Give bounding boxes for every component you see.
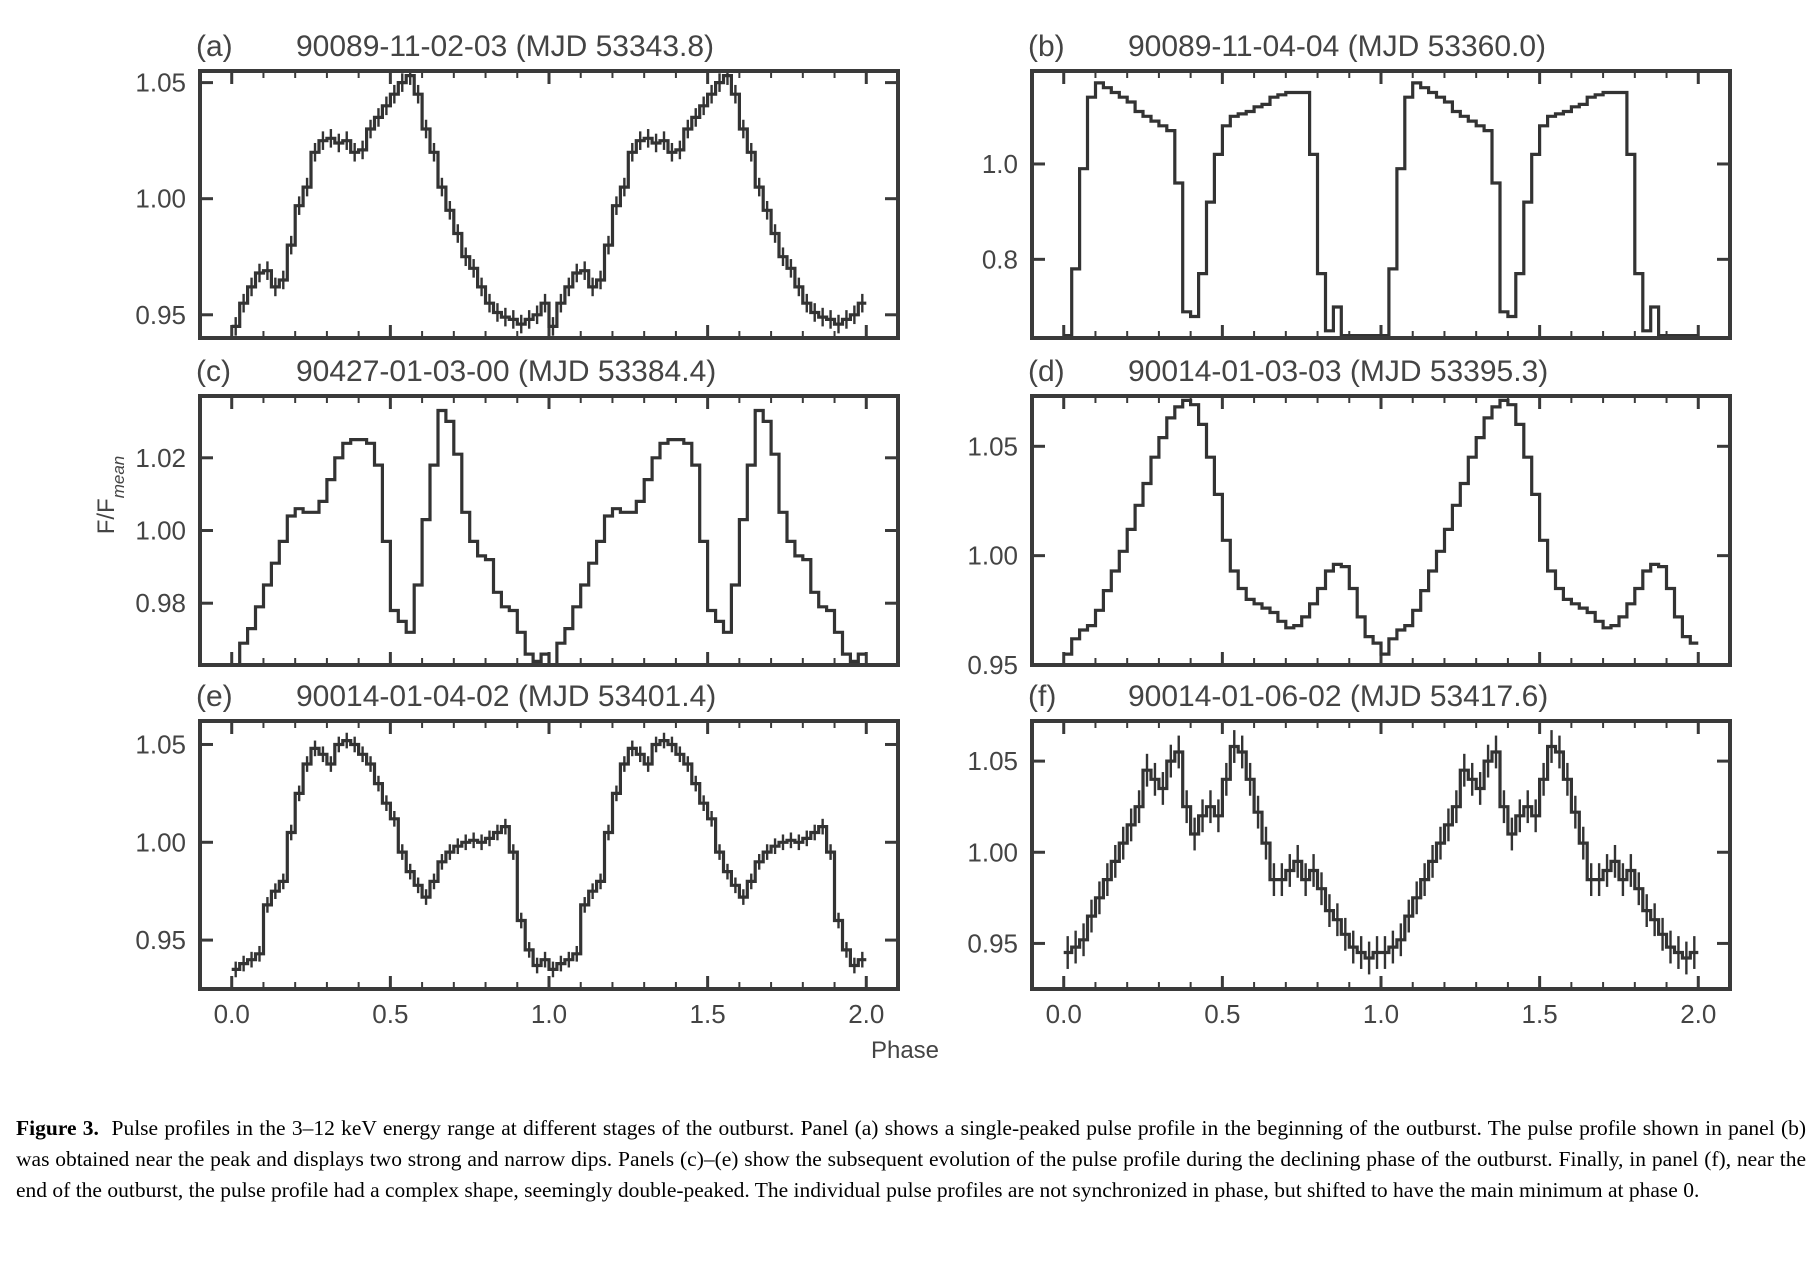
y-tick-label: 0.98 — [135, 588, 186, 618]
x-tick-label: 0.0 — [214, 999, 250, 1029]
y-tick-label: 1.05 — [967, 431, 1018, 461]
x-tick-label: 1.5 — [1522, 999, 1558, 1029]
panel-label: (c) — [196, 355, 231, 388]
x-axis-label: Phase — [871, 1037, 939, 1064]
panel-title: 90089-11-02-03 (MJD 53343.8) — [296, 30, 714, 63]
caption-label: Figure 3. — [16, 1116, 99, 1140]
y-tick-label: 1.05 — [135, 729, 186, 759]
axes-frame — [1030, 719, 1732, 991]
y-tick-label: 1.00 — [135, 516, 186, 546]
y-tick-label: 1.02 — [135, 443, 186, 473]
panel-d: (d) 90014-01-03-03 (MJD 53395.3) 0.95 1.00 1… — [967, 355, 1732, 680]
profile-line — [231, 408, 867, 667]
x-tick-label: 1.0 — [1363, 999, 1399, 1029]
panel-label: (b) — [1028, 30, 1065, 63]
x-tick-label: 1.0 — [531, 999, 567, 1029]
profile-line — [1063, 744, 1699, 960]
x-tick-label: 0.0 — [1046, 999, 1082, 1029]
y-tick-label: 0.95 — [967, 928, 1018, 958]
panel-title: 90014-01-06-02 (MJD 53417.6) — [1128, 680, 1548, 713]
panel-label: (f) — [1028, 680, 1056, 713]
y-tick-label: 1.00 — [967, 541, 1018, 571]
x-tick-label: 1.5 — [690, 999, 726, 1029]
y-axis-label: F/Fmean — [93, 456, 128, 535]
y-tick-label: 1.0 — [982, 149, 1018, 179]
panel-b: (b) 90089-11-04-04 (MJD 53360.0) 0.8 1.0 — [982, 30, 1732, 340]
panel-title: 90014-01-04-02 (MJD 53401.4) — [296, 680, 716, 713]
y-tick-label: 1.00 — [135, 184, 186, 214]
x-tick-label: 0.5 — [372, 999, 408, 1029]
y-tick-label: 1.05 — [967, 746, 1018, 776]
y-tick-label: 0.8 — [982, 244, 1018, 274]
panel-title: 90089-11-04-04 (MJD 53360.0) — [1128, 30, 1546, 63]
y-tick-label: 0.95 — [135, 925, 186, 955]
y-tick-label: 1.00 — [135, 827, 186, 857]
panel-e: (e) 90014-01-04-02 (MJD 53401.4) 0.95 1.00 1… — [135, 680, 900, 1029]
y-tick-label: 0.95 — [967, 650, 1018, 680]
panel-title: 90427-01-03-00 (MJD 53384.4) — [296, 355, 716, 388]
figure-caption: Figure 3. Pulse profiles in the 3–12 keV… — [16, 1113, 1806, 1206]
caption-text: Pulse profiles in the 3–12 keV energy ra… — [16, 1116, 1807, 1202]
axes-frame — [1030, 69, 1732, 340]
panel-label: (a) — [196, 30, 233, 63]
panel-label: (d) — [1028, 355, 1065, 388]
x-tick-label: 2.0 — [848, 999, 884, 1029]
profile-line — [231, 74, 867, 328]
profile-line — [1063, 398, 1699, 656]
x-tick-label: 0.5 — [1204, 999, 1240, 1029]
axes-frame — [1030, 394, 1732, 667]
y-tick-label: 1.00 — [967, 837, 1018, 867]
panel-title: 90014-01-03-03 (MJD 53395.3) — [1128, 355, 1548, 388]
panel-c: (c) 90427-01-03-00 (MJD 53384.4) 0.98 1.00 1… — [135, 355, 900, 667]
profile-line — [231, 739, 867, 971]
figure-panels: F/Fmean Phase (a) 90089-11-02-03 (MJD 533… — [93, 30, 1732, 1064]
panel-f: (f) 90014-01-06-02 (MJD 53417.6) 0.95 1.00 1… — [967, 680, 1732, 1029]
axes-frame — [198, 394, 900, 667]
axes-frame — [198, 719, 900, 991]
panel-label: (e) — [196, 680, 233, 713]
profile-line — [1063, 81, 1699, 338]
panel-a: (a) 90089-11-02-03 (MJD 53343.8) 0.95 1.00 1… — [135, 30, 900, 340]
y-tick-label: 1.05 — [135, 68, 186, 98]
y-tick-label: 0.95 — [135, 300, 186, 330]
axes-frame — [198, 69, 900, 340]
x-tick-label: 2.0 — [1680, 999, 1716, 1029]
